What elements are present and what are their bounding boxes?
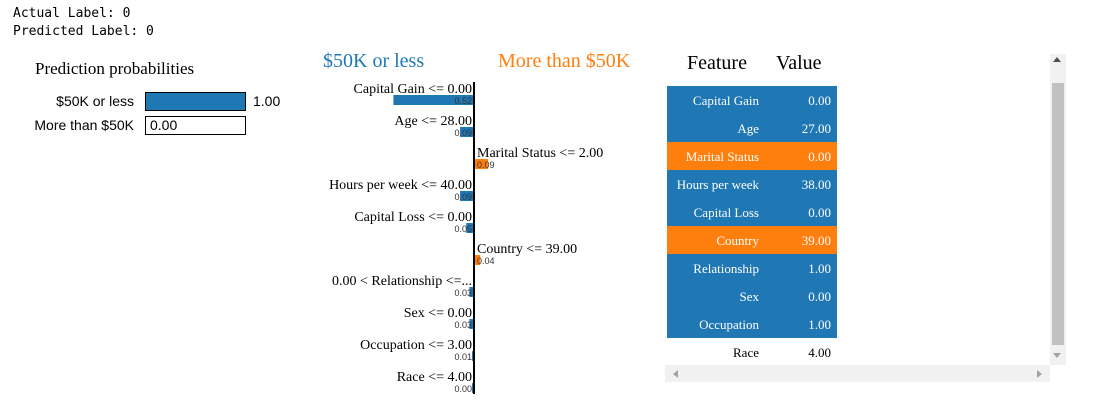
- prob-row-1: More than $50K 0.00: [0, 116, 300, 136]
- table-cell-value: 0.00: [808, 149, 831, 164]
- prob-row-0: $50K or less 1.00: [0, 92, 300, 112]
- table-cell-feature: Sex: [739, 289, 760, 304]
- table-row: Relationship 1.00: [667, 254, 837, 282]
- prob-box-1: [145, 116, 246, 135]
- table-row: Race 4.00: [667, 338, 837, 366]
- prob-value-1: 0.00: [150, 117, 178, 133]
- table-cell-value: 0.00: [808, 205, 831, 220]
- table-row: Occupation 1.00: [667, 310, 837, 338]
- column-header-feature: Feature: [687, 54, 747, 74]
- scroll-up-arrow-icon[interactable]: [1053, 57, 1061, 62]
- table-cell-feature: Race: [733, 345, 759, 360]
- contribution-value-5: 0.04: [477, 256, 495, 266]
- contribution-bar-7: [469, 319, 474, 329]
- prob-box-0: [145, 92, 246, 111]
- table-cell-feature: Age: [737, 121, 759, 136]
- prediction-probabilities-chart: Prediction probabilities $50K or less 1.…: [0, 55, 300, 145]
- contribution-bar-4: [466, 223, 474, 233]
- contribution-value-6: 0.03: [454, 288, 472, 298]
- contribution-bar-0: [393, 95, 474, 105]
- contribution-value-0: 0.52: [454, 96, 472, 106]
- contribution-label-6: 0.00 < Relationship <=...: [332, 274, 472, 289]
- table-cell-feature: Relationship: [693, 261, 759, 276]
- predicted-label: Predicted Label: 0: [13, 24, 154, 39]
- table-cell-value: 38.00: [801, 177, 831, 192]
- contribution-value-7: 0.03: [454, 320, 472, 330]
- contribution-value-4: 0.05: [454, 224, 472, 234]
- table-row: Country 39.00: [667, 226, 837, 254]
- table-cell-value: 1.00: [808, 317, 831, 332]
- contribution-value-1: 0.09: [454, 128, 472, 138]
- contribution-bar-5: [474, 255, 481, 265]
- vertical-scrollbar[interactable]: [1050, 54, 1066, 365]
- table-cell-feature: Capital Loss: [693, 205, 759, 220]
- contribution-label-3: Hours per week <= 40.00: [329, 178, 472, 193]
- table-cell-feature: Capital Gain: [692, 93, 759, 108]
- label-header: Actual Label: 0 Predicted Label: 0: [13, 5, 154, 41]
- table-row: Age 27.00: [667, 114, 837, 142]
- contribution-label-7: Sex <= 0.00: [404, 306, 472, 321]
- contribution-label-8: Occupation <= 3.00: [360, 338, 472, 353]
- table-cell-value: 0.00: [808, 289, 831, 304]
- column-header-value: Value: [776, 54, 822, 74]
- table-row: Capital Gain 0.00: [667, 86, 837, 114]
- positive-class-title: More than $50K: [498, 50, 631, 72]
- table-cell-feature: Occupation: [699, 317, 759, 332]
- table-row: Hours per week 38.00: [667, 170, 837, 198]
- contribution-bar-6: [469, 287, 474, 297]
- horizontal-scrollbar[interactable]: [665, 365, 1050, 382]
- contribution-value-3: 0.09: [454, 192, 472, 202]
- contribution-bar-1: [460, 127, 474, 137]
- table-cell-value: 39.00: [801, 233, 831, 248]
- prob-label-1: More than $50K: [34, 117, 134, 133]
- contribution-value-9: 0.00: [454, 384, 472, 394]
- scroll-left-arrow-icon[interactable]: [673, 370, 678, 378]
- contribution-label-4: Capital Loss <= 0.00: [354, 210, 472, 225]
- table-cell-value: 4.00: [808, 345, 831, 360]
- prob-value-0: 1.00: [253, 93, 281, 109]
- table-cell-feature: Hours per week: [676, 177, 759, 192]
- vertical-scroll-thumb[interactable]: [1052, 83, 1064, 345]
- table-header: Feature Value: [665, 54, 1065, 84]
- table-row: Capital Loss 0.00: [667, 198, 837, 226]
- contribution-value-2: 0.09: [477, 160, 495, 170]
- negative-class-title: $50K or less: [323, 50, 425, 72]
- table-cell-value: 1.00: [808, 261, 831, 276]
- table-cell-value: 27.00: [801, 121, 831, 136]
- table-cell-feature: Marital Status: [685, 149, 759, 164]
- scroll-right-arrow-icon[interactable]: [1037, 370, 1042, 378]
- prob-bar-0: [146, 93, 245, 110]
- feature-value-table: Feature Value Capital Gain 0.00 Age 27.00 Ma…: [665, 54, 1065, 382]
- contribution-bar-2: [474, 159, 488, 169]
- contribution-label-0: Capital Gain <= 0.00: [354, 82, 472, 97]
- contribution-label-9: Race <= 4.00: [397, 370, 472, 385]
- prediction-probabilities-title: Prediction probabilities: [35, 59, 195, 78]
- table-cell-feature: Country: [716, 233, 759, 248]
- contribution-bar-3: [460, 191, 474, 201]
- table-row: Sex 0.00: [667, 282, 837, 310]
- scroll-down-arrow-icon[interactable]: [1053, 353, 1061, 358]
- contribution-value-8: 0.01: [454, 352, 472, 362]
- contribution-label-1: Age <= 28.00: [394, 114, 472, 129]
- table-row: Marital Status 0.00: [667, 142, 837, 170]
- contribution-label-5: Country <= 39.00: [477, 242, 577, 257]
- actual-label: Actual Label: 0: [13, 6, 131, 21]
- contribution-label-2: Marital Status <= 2.00: [477, 146, 603, 161]
- prob-label-0: $50K or less: [56, 93, 134, 109]
- table-cell-value: 0.00: [808, 93, 831, 108]
